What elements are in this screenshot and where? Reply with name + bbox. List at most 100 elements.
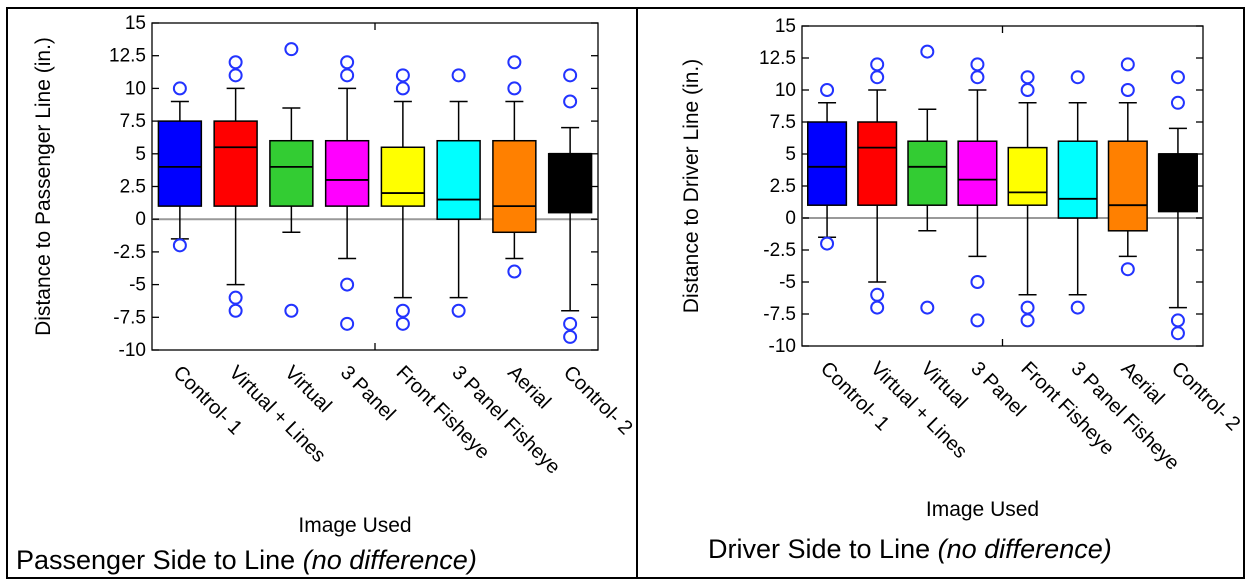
outlier-point [970,275,985,289]
x-category-label: 3 Panel [336,362,400,426]
box-8 [1157,153,1198,213]
y-tick-label: 12.5 [759,48,796,69]
box-1 [157,120,203,207]
y-tick-label: 7.5 [770,112,796,133]
outlier-point [820,83,835,97]
x-category-label: Control- 2 [559,362,636,440]
outlier-point [340,55,355,70]
box-4 [324,139,370,207]
y-tick-label: 10 [775,80,796,101]
y-tick-label: 12.5 [109,46,146,67]
outlier-point [395,303,410,318]
box-2 [213,120,258,207]
outlier-point [1020,83,1035,97]
outlier-point [395,68,410,83]
outlier-point [451,68,466,83]
outlier-point [507,81,522,96]
border-bottom [6,577,1245,579]
outlier-point [1120,83,1135,97]
outlier-point [172,238,187,253]
outlier-point [228,68,243,83]
y-tick-label: -10 [769,336,796,357]
y-tick-label: -5 [779,272,796,293]
y-tick-label: -10 [119,340,146,361]
y-tick-label: -5 [129,275,146,296]
y-tick-label: 15 [775,16,796,37]
y-tick-label: -7.5 [763,304,796,325]
y-tick-label: 7.5 [120,111,146,132]
outlier-point [870,57,885,72]
x-category-label: Control- 2 [1167,358,1243,436]
box-5 [1007,146,1048,206]
y-axis-label: Distance to Driver Line (in.) [680,59,703,313]
y-tick-label: 5 [135,144,146,165]
y-tick-label: 0 [785,208,796,229]
driver-caption: Driver Side to Line (no difference) [708,534,1112,565]
outlier-point [970,313,985,328]
outlier-point [870,287,885,302]
driver-caption-note: (no difference) [937,534,1112,564]
outlier-point [1170,313,1185,328]
outlier-point [970,70,985,85]
outlier-point [228,290,243,305]
outlier-point [1120,57,1135,72]
box-4 [957,140,998,206]
passenger-caption-note: (no difference) [302,545,477,575]
outlier-point [451,303,466,318]
outlier-point [395,81,410,96]
y-tick-label: -2.5 [113,242,146,263]
x-category-label: Virtual [280,362,335,417]
outlier-point [563,329,578,344]
outlier-point [920,300,935,315]
outlier-point [870,70,885,85]
border-top [6,7,1245,9]
y-tick-label: 2.5 [770,176,796,197]
x-category-label: 3 Panel [966,358,1030,422]
outlier-point [395,316,410,331]
driver-caption-title: Driver Side to Line [708,534,931,564]
box-6 [1057,140,1098,219]
outlier-point [1170,95,1185,110]
outlier-point [563,68,578,83]
outlier-point [1120,262,1135,277]
x-category-label: Aerial [503,362,555,414]
x-axis-label: Image Used [298,514,411,537]
outlier-point [870,300,885,315]
x-axis-label: Image Used [926,498,1039,521]
border-right [1243,7,1245,579]
box-2 [857,121,898,206]
border-left [6,7,8,579]
y-tick-label: 10 [125,78,146,99]
outlier-point [1170,326,1185,341]
outlier-point [1070,300,1085,315]
outlier-point [228,55,243,70]
outlier-point [1070,70,1085,85]
passenger-caption-title: Passenger Side to Line [16,545,296,575]
outlier-point [340,277,355,292]
box-1 [807,121,848,206]
x-category-label: Virtual + Lines [224,362,329,467]
y-tick-label: -7.5 [113,307,146,328]
y-tick-label: 5 [785,144,796,165]
outlier-point [340,68,355,83]
box-5 [380,146,426,207]
outlier-point [228,303,243,318]
y-tick-label: 0 [135,209,146,230]
box-7 [492,139,537,234]
outlier-point [563,316,578,331]
outlier-point [970,57,985,72]
box-3 [269,139,314,207]
outlier-point [1170,70,1185,85]
outlier-point [563,94,578,109]
outlier-point [340,316,355,331]
passenger-caption: Passenger Side to Line (no difference) [16,545,477,576]
border-middle [636,7,638,579]
box-3 [907,140,948,206]
outlier-point [1020,300,1035,315]
y-tick-label: 15 [125,13,146,34]
outlier-point [1020,70,1035,85]
box-8 [547,153,593,214]
